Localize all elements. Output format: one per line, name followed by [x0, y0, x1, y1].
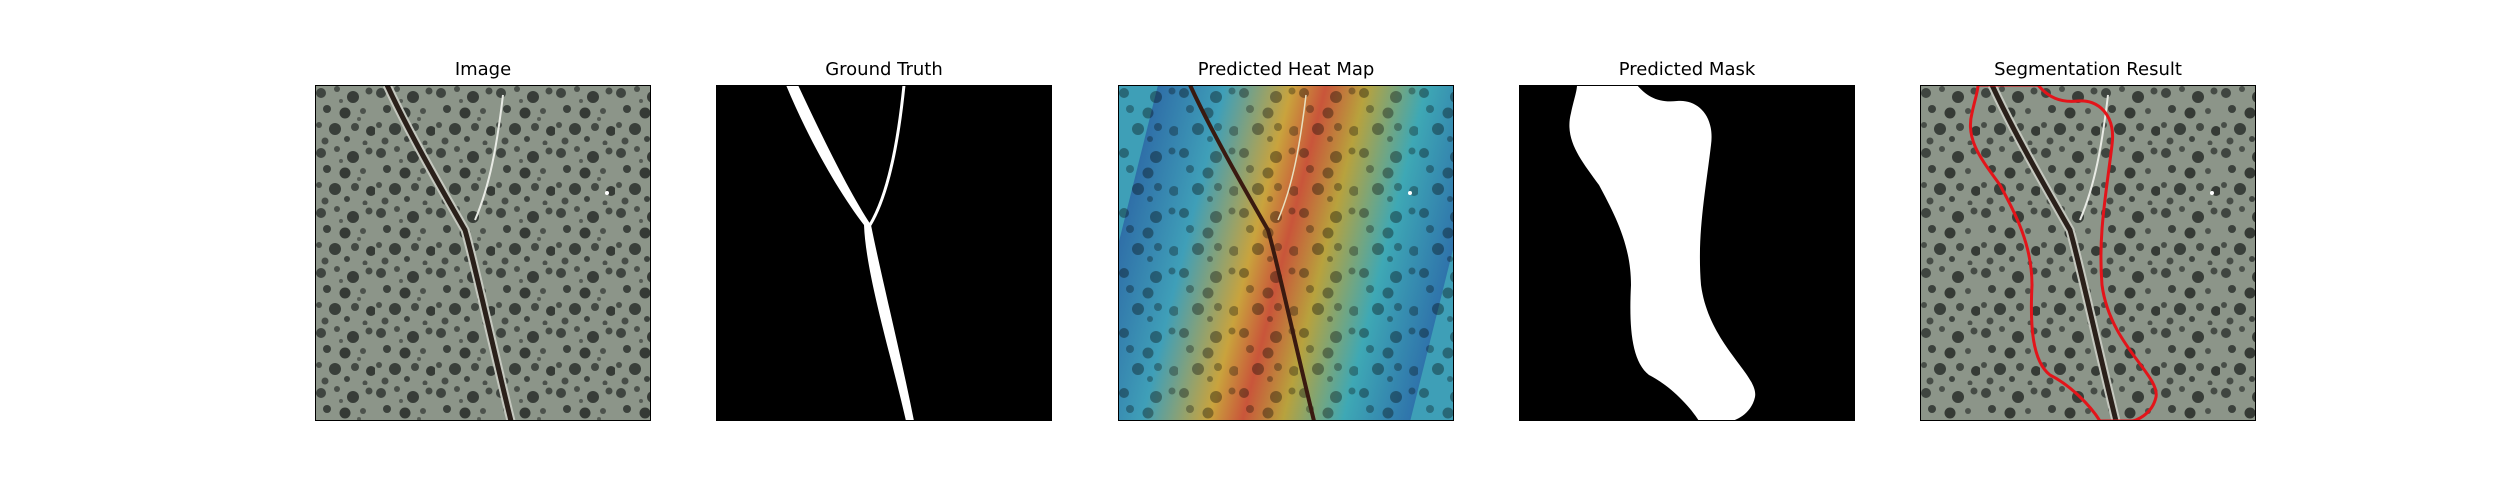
panel-title-heat-map: Predicted Heat Map: [1197, 59, 1375, 80]
segmentation-overlay: [1920, 85, 2256, 421]
panel-title-predicted-mask: Predicted Mask: [1618, 59, 1756, 80]
panel-title-segmentation-result: Segmentation Result: [1994, 59, 2182, 80]
segmentation-result-panel: [1920, 85, 2256, 421]
predicted-mask-panel: [1519, 85, 1855, 421]
heat-map-panel: [1118, 85, 1454, 421]
predicted-heat-map: [1118, 85, 1454, 421]
image-panel: [315, 85, 651, 421]
panel-title-image: Image: [454, 59, 512, 80]
predicted-mask: [1519, 85, 1855, 421]
ground-truth-panel: [716, 85, 1052, 421]
ground-truth-mask: [716, 85, 1052, 421]
panel-title-ground-truth: Ground Truth: [825, 59, 943, 80]
input-image: [315, 85, 651, 421]
